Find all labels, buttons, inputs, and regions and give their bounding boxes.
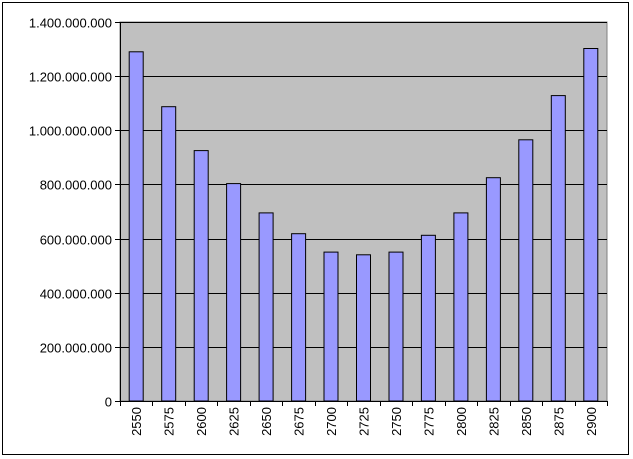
bar-2700 <box>323 251 339 402</box>
x-tick-label: 2675 <box>292 407 307 436</box>
y-tick-label: 1.000.000.000 <box>29 124 112 139</box>
x-axis: 2550 2575 2600 2625 2650 2675 2700 2725 2750 2775… <box>120 401 608 436</box>
x-tick-label: 2600 <box>194 407 209 436</box>
bar-2875 <box>550 95 566 402</box>
bar-2825 <box>485 177 501 402</box>
bar-2600 <box>193 150 209 402</box>
x-tick-label: 2725 <box>357 407 372 436</box>
x-tick-label: 2875 <box>551 407 566 436</box>
x-tick-label: 2550 <box>129 407 144 436</box>
y-tick-label: 800.000.000 <box>40 178 112 193</box>
y-tick-label: 400.000.000 <box>40 287 112 302</box>
y-tick-label: 600.000.000 <box>40 233 112 248</box>
x-tick-label: 2775 <box>421 407 436 436</box>
bar-series <box>128 48 599 402</box>
y-tick-label: 0 <box>105 395 112 410</box>
bar-2650 <box>258 212 274 402</box>
x-tick-label: 2825 <box>486 407 501 436</box>
bar-2625 <box>226 183 242 402</box>
x-tick-label: 2625 <box>227 407 242 436</box>
y-axis: 0 200.000.000 400.000.000 600.000.000 800.00… <box>29 16 121 410</box>
bar-2750 <box>388 251 404 402</box>
x-tick-label: 2700 <box>324 407 339 436</box>
x-tick-label: 2900 <box>584 407 599 436</box>
bar-2775 <box>420 234 436 402</box>
x-tick-label: 2750 <box>389 407 404 436</box>
bar-2725 <box>356 254 371 402</box>
bar-2850 <box>518 139 534 402</box>
x-tick-label: 2800 <box>454 407 469 436</box>
bar-2900 <box>583 48 599 402</box>
bar-2550 <box>128 51 144 402</box>
bar-2575 <box>161 106 177 402</box>
x-tick-label: 2850 <box>519 407 534 436</box>
x-tick-label: 2575 <box>162 407 177 436</box>
bar-2800 <box>453 212 469 402</box>
y-tick-label: 1.400.000.000 <box>29 16 112 31</box>
x-tick-label: 2650 <box>259 407 274 436</box>
bar-2675 <box>291 233 307 402</box>
y-tick-label: 200.000.000 <box>40 341 112 356</box>
y-tick-label: 1.200.000.000 <box>29 70 112 85</box>
